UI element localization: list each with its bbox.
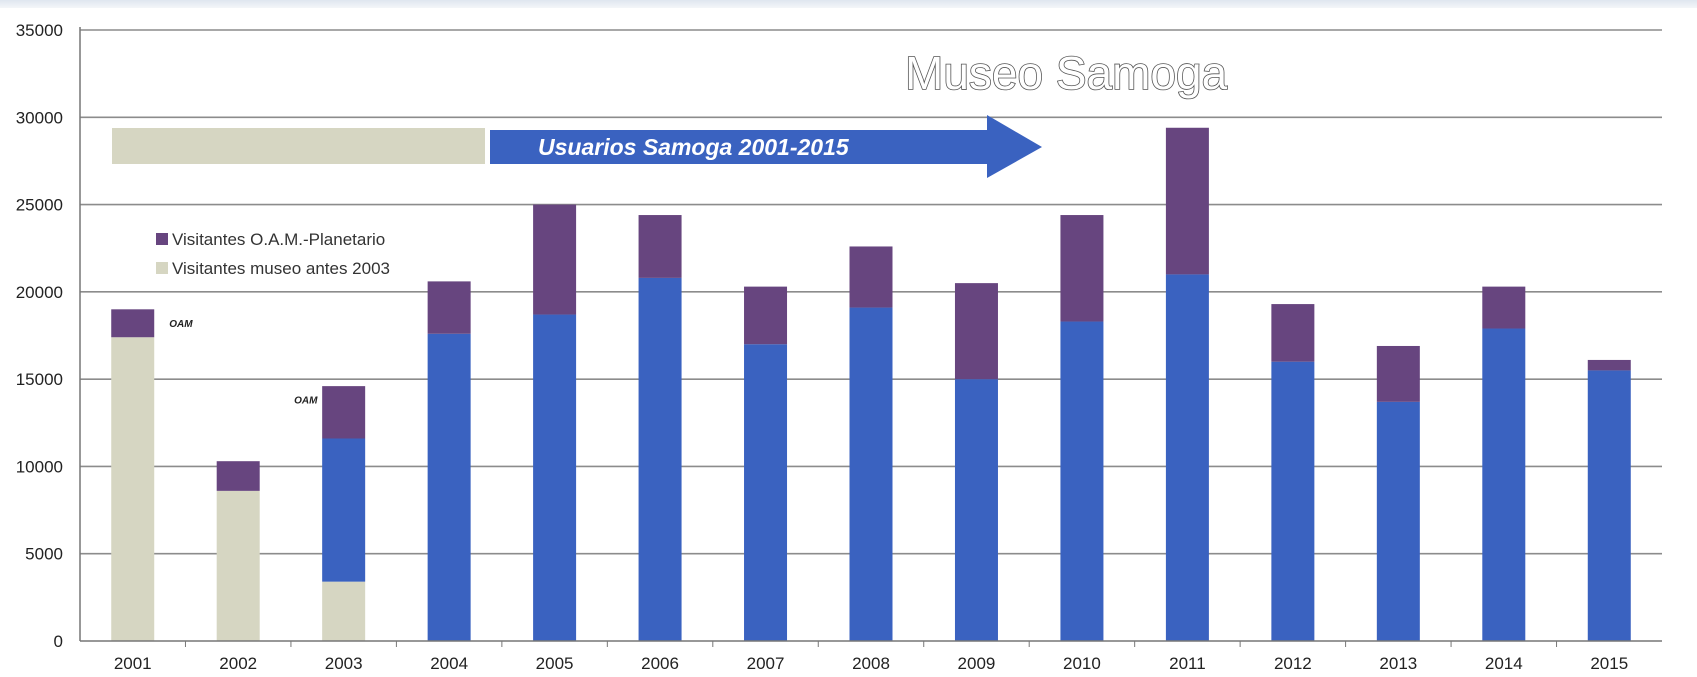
x-tick-label-2002: 2002	[219, 654, 257, 673]
bar-2001-series-0	[111, 337, 155, 641]
bar-2007-series-1	[744, 344, 788, 641]
axes	[79, 27, 1662, 642]
bar-2010-series-2	[1060, 215, 1104, 322]
bar-2012-series-2	[1271, 304, 1315, 362]
bar-2008-series-1	[849, 307, 893, 641]
bar-2006-series-1	[638, 277, 682, 641]
x-tick-label-2010: 2010	[1063, 654, 1101, 673]
bar-2003-series-1	[322, 438, 366, 582]
bar-2002-series-0	[216, 490, 260, 641]
banner-band	[112, 128, 485, 164]
bar-2014-series-2	[1482, 286, 1526, 329]
bar-2006-series-2	[638, 215, 682, 278]
legend: Visitantes O.A.M.-Planetario Visitantes …	[156, 230, 390, 278]
bar-2014-series-1	[1482, 328, 1526, 641]
x-tick-label-2004: 2004	[430, 654, 468, 673]
y-tick-label-15000: 15000	[16, 370, 63, 389]
bar-2013-series-2	[1376, 345, 1420, 402]
x-tick-label-2014: 2014	[1485, 654, 1523, 673]
bar-2010-series-1	[1060, 321, 1104, 641]
x-tick-label-2008: 2008	[852, 654, 890, 673]
y-axis-ticks: 0 5000 10000 15000 20000 25000 30000 35000	[16, 21, 63, 651]
annotations: OAM OAM	[169, 319, 318, 406]
bars	[111, 127, 1631, 641]
window-top-edge	[0, 0, 1697, 8]
legend-swatch-museo	[156, 262, 168, 274]
bar-2011-series-1	[1165, 274, 1209, 641]
banner-arrow	[490, 115, 1042, 178]
x-tick-label-2012: 2012	[1274, 654, 1312, 673]
bar-2002-series-2	[216, 461, 260, 491]
annotation-oam-2001: OAM	[169, 319, 193, 330]
bar-2001-series-2	[111, 309, 155, 338]
chart-subtitle: Usuarios Samoga 2001-2015	[538, 134, 850, 160]
bar-2015-series-1	[1587, 370, 1631, 641]
bar-2009-series-2	[954, 283, 998, 380]
legend-swatch-oam	[156, 233, 168, 245]
bar-2013-series-1	[1376, 401, 1420, 641]
x-tick-label-2003: 2003	[325, 654, 363, 673]
x-tick-label-2009: 2009	[958, 654, 996, 673]
legend-label-museo: Visitantes museo antes 2003	[172, 259, 390, 278]
bar-2011-series-2	[1165, 127, 1209, 275]
annotation-oam-2003: OAM	[294, 396, 318, 407]
y-tick-label-0: 0	[54, 632, 63, 651]
x-tick-label-2001: 2001	[114, 654, 152, 673]
x-tick-label-2006: 2006	[641, 654, 679, 673]
bar-2004-series-2	[427, 281, 471, 334]
bar-2003-series-0	[322, 581, 366, 641]
bar-2015-series-2	[1587, 359, 1631, 371]
x-tick-label-2005: 2005	[536, 654, 574, 673]
y-tick-label-30000: 30000	[16, 108, 63, 127]
y-tick-label-5000: 5000	[25, 545, 63, 564]
x-axis-ticks: 2001 2002 2003 2004 2005 2006 2007 2008 2009 2010…	[114, 641, 1628, 673]
y-tick-label-20000: 20000	[16, 283, 63, 302]
bar-2008-series-2	[849, 246, 893, 308]
y-tick-label-25000: 25000	[16, 196, 63, 215]
bar-2005-series-2	[533, 204, 577, 315]
bar-2009-series-1	[954, 379, 998, 641]
bar-2005-series-1	[533, 314, 577, 641]
x-tick-label-2007: 2007	[747, 654, 785, 673]
y-tick-label-10000: 10000	[16, 457, 63, 476]
x-tick-label-2013: 2013	[1379, 654, 1417, 673]
chart-title: Museo Samoga	[905, 47, 1228, 99]
bar-2004-series-1	[427, 333, 471, 641]
y-tick-label-35000: 35000	[16, 21, 63, 40]
x-tick-label-2015: 2015	[1590, 654, 1628, 673]
bar-2003-series-2	[322, 386, 366, 439]
x-tick-label-2011: 2011	[1169, 654, 1206, 673]
legend-label-oam: Visitantes O.A.M.-Planetario	[172, 230, 385, 249]
bar-2007-series-2	[744, 286, 788, 345]
bar-2012-series-1	[1271, 361, 1315, 641]
